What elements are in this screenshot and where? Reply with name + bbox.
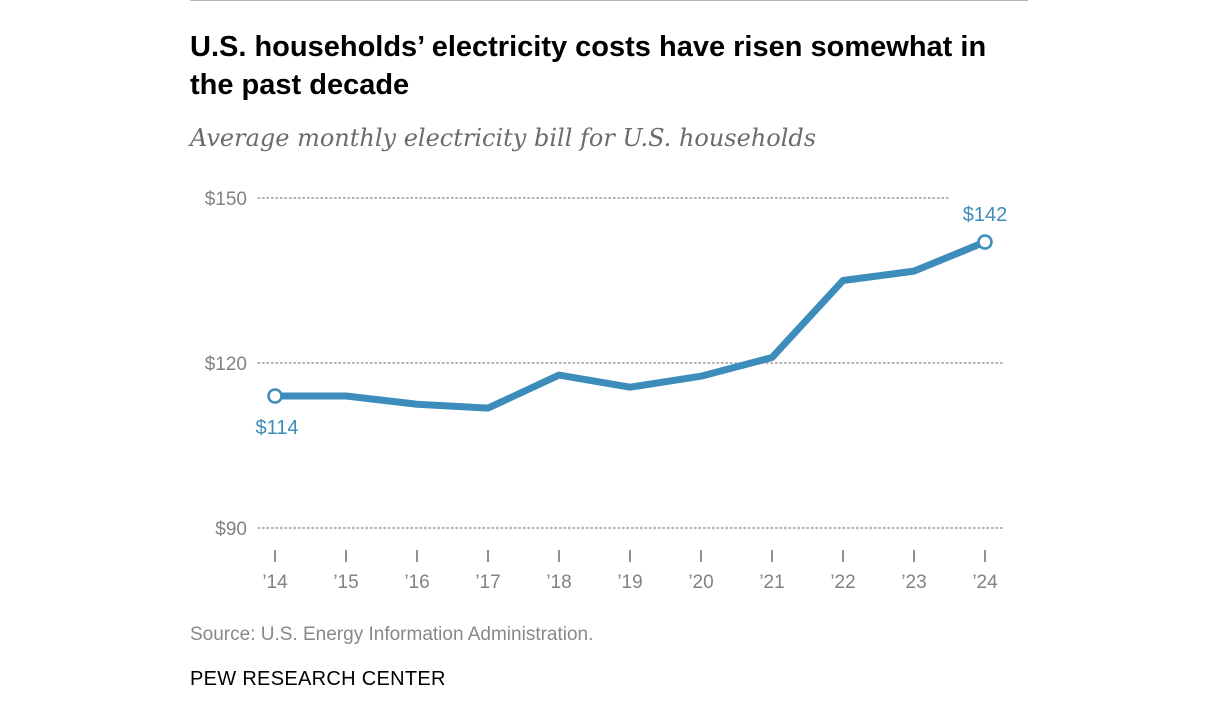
x-tick-label: ’19 [617,572,642,593]
x-tick-label: ’17 [475,572,500,593]
x-tick-label: ’24 [972,572,998,593]
series-line [271,238,989,412]
x-tick-label: ’16 [404,572,429,593]
top-rule [190,0,1028,1]
y-tick-label: $150 [205,189,247,210]
data-point-marker [267,388,283,404]
chart-subtitle: Average monthly electricity bill for U.S… [190,124,817,152]
org-name: PEW RESEARCH CENTER [190,668,446,690]
x-tick-label: ’23 [901,572,926,593]
x-tick-label: ’15 [333,572,358,593]
x-tick-label: ’20 [688,572,713,593]
y-tick-label: $90 [215,519,247,540]
chart-title: U.S. households’ electricity costs have … [190,31,987,101]
data-point-marker [977,234,993,250]
data-label: $142 [963,204,1008,226]
x-tick-label: ’22 [830,572,855,593]
x-tick-label: ’14 [262,572,288,593]
x-tick-label: ’21 [759,572,784,593]
source-note: Source: U.S. Energy Information Administ… [190,624,594,645]
data-label: $114 [255,417,298,439]
x-tick-label: ’18 [546,572,571,593]
y-tick-label: $120 [205,354,247,375]
